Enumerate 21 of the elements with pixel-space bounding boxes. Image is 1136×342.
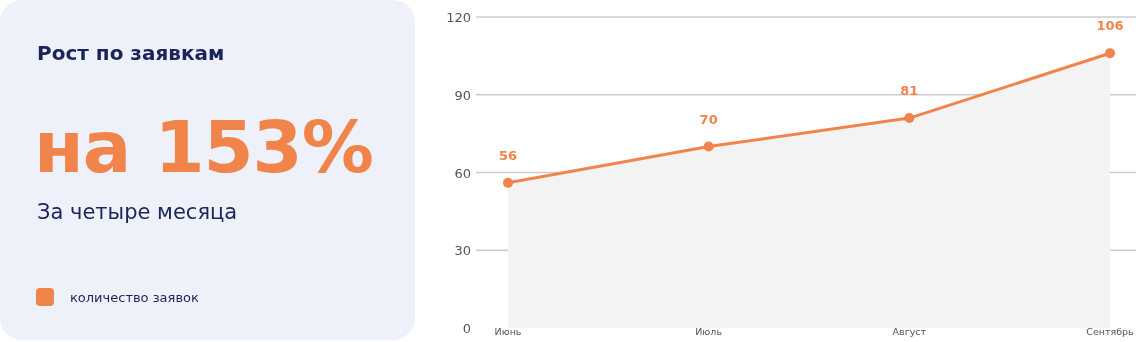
text: на 153% xyxy=(34,105,373,189)
point xyxy=(904,113,915,124)
text: Рост по заявкам xyxy=(37,41,225,65)
data-label: 56 xyxy=(498,147,518,163)
data-label: 106 xyxy=(1096,18,1124,34)
y-tick-label: 0 xyxy=(462,321,471,336)
point xyxy=(1105,48,1115,59)
x-tick-label: Июнь xyxy=(494,326,522,337)
y-tick-label: 90 xyxy=(454,87,471,103)
x-tick-label: Сентябрь xyxy=(1086,326,1135,337)
point xyxy=(503,177,513,188)
y-tick-label: 120 xyxy=(446,10,471,25)
point xyxy=(703,141,714,152)
data-label: 81 xyxy=(900,83,919,99)
text: За четыре месяца xyxy=(37,200,238,224)
y-tick-label: 60 xyxy=(454,165,471,181)
x-tick-label: Август xyxy=(892,326,927,337)
legend-label: количество заявок xyxy=(70,290,200,305)
x-tick-label: Июль xyxy=(695,326,723,337)
data-label: 70 xyxy=(699,111,718,127)
y-tick-label: 30 xyxy=(454,243,471,259)
